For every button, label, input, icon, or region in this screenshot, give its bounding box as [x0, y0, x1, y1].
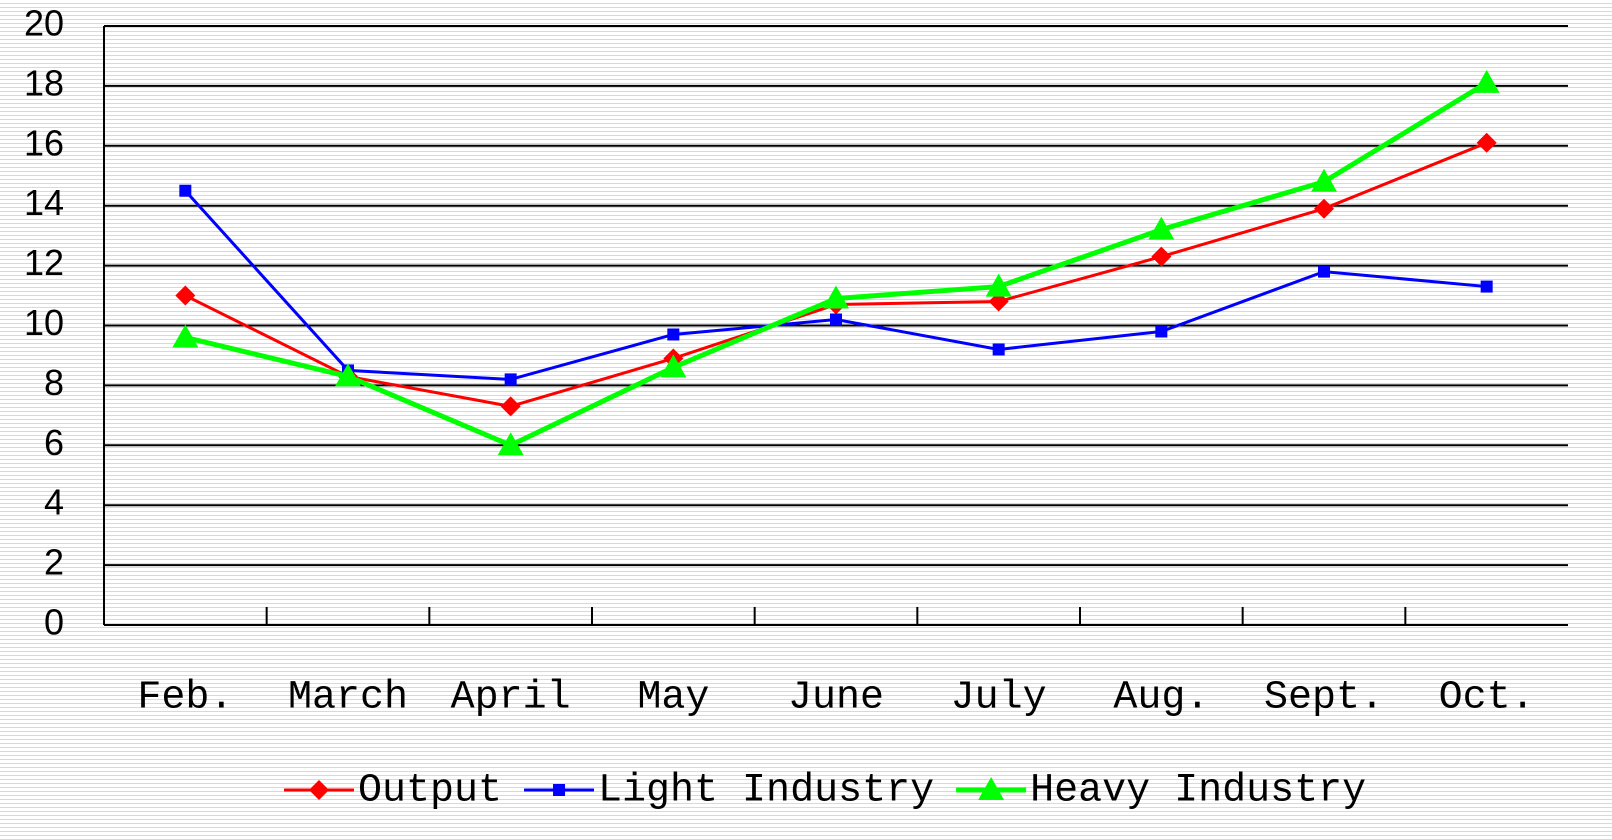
y-tick-label: 20: [24, 3, 64, 44]
data-point: [497, 432, 524, 456]
data-point: [1155, 325, 1168, 338]
series-line: [184, 80, 1488, 449]
data-point: [335, 363, 361, 387]
legend-label: Heavy Industry: [1030, 769, 1366, 814]
data-point: [1473, 69, 1500, 93]
legend-marker: [553, 784, 566, 796]
x-tick-label: Aug.: [1113, 676, 1209, 721]
data-point: [1148, 216, 1175, 240]
x-tick-label: July: [951, 676, 1047, 721]
legend-marker: [309, 780, 329, 800]
y-tick-label: 6: [44, 422, 64, 463]
data-point: [504, 373, 517, 386]
x-tick-label: Feb.: [137, 676, 233, 721]
data-point: [992, 343, 1005, 356]
series-line: [184, 141, 1488, 408]
data-point: [823, 285, 849, 309]
y-tick-label: 12: [24, 242, 64, 283]
x-tick-label: June: [788, 676, 884, 721]
legend-marker: [978, 777, 1005, 800]
y-tick-label: 14: [24, 182, 64, 223]
data-point: [172, 324, 199, 348]
y-tick-label: 10: [24, 302, 64, 343]
y-tick-label: 4: [44, 482, 64, 523]
y-tick-label: 0: [44, 602, 64, 643]
legend-label: Light Industry: [598, 769, 934, 814]
legend-label: Output: [358, 769, 502, 814]
data-point: [830, 313, 842, 326]
data-point: [1311, 168, 1337, 192]
data-point: [1151, 246, 1172, 267]
data-point: [1314, 198, 1334, 219]
data-point: [1318, 265, 1330, 278]
x-tick-label: Sept.: [1264, 676, 1384, 721]
y-tick-label: 18: [24, 62, 64, 103]
x-tick-label: May: [637, 676, 709, 721]
data-point: [1476, 132, 1497, 153]
data-point: [985, 273, 1012, 297]
y-tick-label: 8: [44, 362, 64, 403]
data-point: [175, 285, 196, 306]
x-tick-label: Oct.: [1439, 676, 1535, 721]
data-point: [500, 396, 521, 417]
data-point: [667, 328, 680, 341]
y-tick-label: 2: [44, 542, 64, 583]
data-point: [1480, 280, 1493, 293]
y-tick-label: 16: [24, 122, 64, 163]
data-point: [179, 184, 192, 197]
x-tick-label: April: [451, 676, 571, 721]
data-point: [660, 354, 687, 378]
x-tick-label: March: [288, 676, 408, 721]
